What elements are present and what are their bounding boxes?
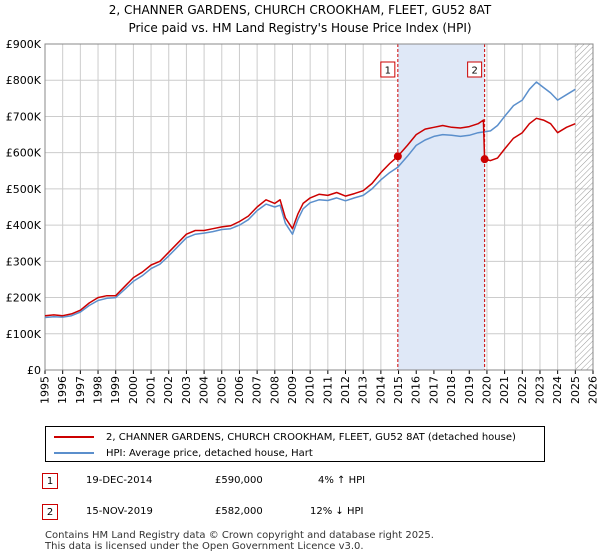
x-tick-label: 2011 — [321, 376, 334, 404]
x-tick-label: 2020 — [480, 376, 493, 404]
x-tick-label: 2021 — [498, 376, 511, 404]
transaction-price: £582,000 — [215, 506, 263, 517]
y-tick-label: £800K — [6, 74, 42, 87]
x-tick-label: 2013 — [357, 376, 370, 404]
y-tick-label: £400K — [6, 219, 42, 232]
footer-copyright: Contains HM Land Registry data © Crown c… — [45, 530, 434, 541]
chart-title: 2, CHANNER GARDENS, CHURCH CROOKHAM, FLE… — [108, 3, 492, 17]
hatched-region — [575, 44, 593, 370]
x-tick-label: 2025 — [569, 376, 582, 404]
sale-label: 1 — [385, 66, 391, 77]
footer-licence: This data is licensed under the Open Gov… — [45, 541, 364, 552]
price-chart: £0 £100K £200K £300K £400K £500K £600K £700K £80… — [6, 38, 600, 404]
x-tick-label: 2026 — [587, 376, 600, 404]
x-tick-label: 1997 — [74, 376, 87, 404]
y-tick-label: £0 — [27, 364, 41, 377]
x-tick-label: 2002 — [162, 376, 175, 404]
sale-label-box — [467, 61, 483, 78]
y-tick-label: £700K — [6, 110, 42, 123]
footer-attribution: Contains HM Land Registry data © Crown c… — [45, 530, 434, 552]
legend-item-property: 2, CHANNER GARDENS, CHURCH CROOKHAM, FLE… — [54, 430, 516, 444]
x-tick-label: 2024 — [551, 376, 564, 404]
y-tick-label: £500K — [6, 183, 42, 196]
transaction-hpi-diff: 12% ↓ HPI — [310, 506, 364, 517]
x-tick-label: 1999 — [109, 376, 122, 404]
transaction-hpi-diff: 4% ↑ HPI — [318, 475, 366, 486]
y-tick-label: £600K — [6, 147, 42, 160]
x-tick-label: 2015 — [392, 376, 405, 404]
x-tick-label: 2014 — [374, 376, 387, 404]
transaction-date: 19-DEC-2014 — [86, 475, 153, 486]
legend-label-hpi: HPI: Average price, detached house, Hart — [106, 447, 313, 459]
x-tick-label: 2006 — [233, 376, 246, 404]
x-tick-label: 2008 — [268, 376, 281, 404]
x-tick-label: 2019 — [463, 376, 476, 404]
x-tick-label: 2016 — [410, 376, 423, 404]
chart-legend: 2, CHANNER GARDENS, CHURCH CROOKHAM, FLE… — [45, 426, 545, 462]
x-tick-label: 2007 — [251, 376, 264, 404]
x-tick-label: 2000 — [127, 376, 140, 404]
sale-label: 2 — [471, 66, 477, 77]
transaction-marker-1: 1 — [42, 473, 58, 489]
sale-point — [480, 155, 489, 164]
shaded-region — [397, 44, 485, 370]
hpi-line — [44, 81, 576, 319]
y-tick-label: £200K — [6, 292, 42, 305]
x-tick-label: 2004 — [198, 376, 211, 404]
x-tick-label: 2003 — [180, 376, 193, 404]
property-price-line — [44, 117, 576, 317]
legend-swatch-hpi — [54, 452, 94, 454]
x-tick-label: 1995 — [39, 376, 52, 404]
y-tick-label: £900K — [6, 38, 42, 51]
transaction-date: 15-NOV-2019 — [86, 506, 153, 517]
x-tick-label: 2023 — [533, 376, 546, 404]
x-tick-label: 2010 — [304, 376, 317, 404]
transaction-price: £590,000 — [215, 475, 263, 486]
x-tick-label: 1998 — [92, 376, 105, 404]
legend-item-hpi: HPI: Average price, detached house, Hart — [54, 446, 313, 460]
legend-label-property: 2, CHANNER GARDENS, CHURCH CROOKHAM, FLE… — [106, 431, 516, 443]
x-tick-label: 2017 — [427, 376, 440, 404]
x-tick-label: 2018 — [445, 376, 458, 404]
x-tick-label: 1996 — [56, 376, 69, 404]
sale-point — [393, 152, 402, 161]
x-tick-label: 2001 — [145, 376, 158, 404]
sale-label-box — [380, 61, 396, 78]
legend-swatch-property — [54, 436, 94, 438]
plot-frame — [44, 43, 594, 371]
y-tick-label: £300K — [6, 255, 42, 268]
x-tick-label: 2022 — [516, 376, 529, 404]
chart-subtitle: Price paid vs. HM Land Registry's House … — [128, 21, 472, 35]
y-tick-label: £100K — [6, 328, 42, 341]
x-tick-label: 2005 — [215, 376, 228, 404]
x-tick-label: 2009 — [286, 376, 299, 404]
transaction-marker-2: 2 — [42, 504, 58, 520]
x-tick-label: 2012 — [339, 376, 352, 404]
